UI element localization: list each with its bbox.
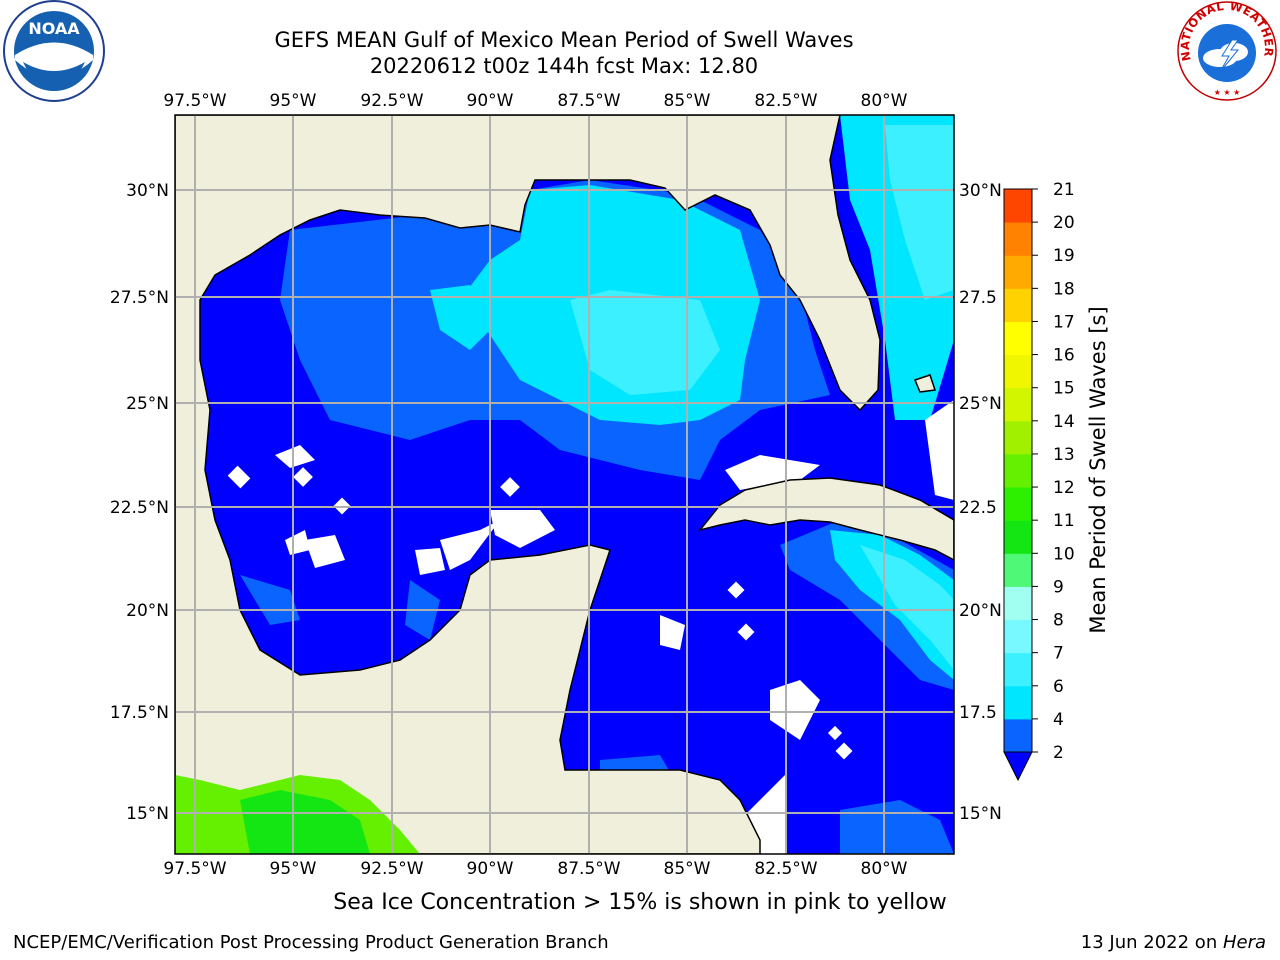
colorbar-segment	[1004, 354, 1032, 389]
lon-tick-label: 95°W	[270, 91, 317, 111]
lat-tick-label: 25°N	[126, 394, 169, 414]
colorbar-segment	[1004, 288, 1032, 322]
colorbar-tick-label: 12	[1053, 478, 1075, 498]
swell-contours	[227, 115, 954, 854]
colorbar-tick-label: 4	[1053, 710, 1064, 730]
lat-tick-label: 22.5	[959, 498, 997, 518]
credit-line: NCEP/EMC/Verification Post Processing Pr…	[13, 932, 609, 953]
lat-tick-label: 15°N	[126, 804, 169, 824]
colorbar-segment	[1004, 652, 1032, 687]
graticule	[175, 115, 954, 854]
colorbar-segments	[1004, 189, 1032, 753]
lon-tick-label: 90°W	[467, 91, 514, 111]
colorbar-tick-label: 16	[1053, 346, 1075, 366]
colorbar-segment	[1004, 420, 1032, 455]
machine-name: Hera	[1222, 932, 1266, 953]
colorbar-tick-label: 20	[1053, 213, 1075, 233]
land-masses	[175, 115, 954, 854]
lat-labels-left: 30°N 27.5°N 25°N 22.5°N 20°N 17.5°N 15°N	[110, 181, 169, 824]
colorbar-segment	[1004, 718, 1032, 753]
map-frame	[174, 114, 955, 855]
colorbar-segment	[1004, 255, 1032, 289]
colorbar-segment	[1004, 222, 1032, 256]
lat-labels-right: 30°N 27.5 25°N 22.5 20°N 17.5 15°N	[959, 181, 1002, 824]
lat-tick-label: 27.5	[959, 288, 997, 308]
lat-tick-label: 27.5°N	[110, 288, 169, 308]
lat-tick-label: 30°N	[126, 181, 169, 201]
colorbar-tick-label: 17	[1053, 312, 1075, 332]
lon-tick-label: 85°W	[664, 859, 711, 879]
colorbar-tick-label: 7	[1053, 644, 1064, 664]
colorbar-segment	[1004, 453, 1032, 488]
map-subtitle: 20220612 t00z 144h fcst Max: 12.80	[369, 54, 759, 78]
colorbar-segment	[1004, 487, 1032, 521]
lon-tick-label: 97.5°W	[163, 859, 226, 879]
colorbar-tick-label: 14	[1053, 412, 1075, 432]
lon-tick-label: 82.5°W	[754, 91, 817, 111]
colorbar-tick-label: 13	[1053, 445, 1075, 465]
date-stamp: 13 Jun 2022 on Hera	[1081, 932, 1266, 953]
lon-tick-label: 90°W	[467, 859, 514, 879]
colorbar-segment	[1004, 586, 1032, 621]
colorbar-segment	[1004, 189, 1032, 223]
lat-tick-label: 17.5°N	[110, 703, 169, 723]
colorbar-tick-label: 19	[1053, 246, 1075, 266]
lat-tick-label: 25°N	[959, 394, 1002, 414]
lon-tick-label: 82.5°W	[754, 859, 817, 879]
lon-labels-top: 97.5°W 95°W 92.5°W 90°W 87.5°W 85°W 82.5…	[163, 91, 907, 111]
colorbar-tick-label: 2	[1053, 743, 1064, 763]
lat-tick-label: 30°N	[959, 181, 1002, 201]
map-title: GEFS MEAN Gulf of Mexico Mean Period of …	[274, 28, 854, 52]
date-text: 13 Jun 2022 on	[1080, 932, 1223, 953]
colorbar-tick-label: 21	[1053, 180, 1075, 200]
colorbar: 2 4 6 7 8 9 10 11 12 13 14 15 16 17 18 19 20 21 Mean Peri…	[1003, 180, 1110, 782]
lon-tick-label: 85°W	[664, 91, 711, 111]
colorbar-tick-label: 11	[1053, 511, 1075, 531]
colorbar-segment	[1004, 520, 1032, 554]
colorbar-tick-label: 18	[1053, 279, 1075, 299]
colorbar-tick-labels: 2 4 6 7 8 9 10 11 12 13 14 15 16 17 18 19 20 21	[1032, 180, 1075, 763]
colorbar-tick-label: 10	[1053, 544, 1075, 564]
lon-tick-label: 87.5°W	[557, 91, 620, 111]
svg-text:★ ★ ★: ★ ★ ★	[1214, 88, 1241, 97]
lon-tick-label: 92.5°W	[360, 91, 423, 111]
lon-tick-label: 95°W	[270, 859, 317, 879]
colorbar-tick-label: 15	[1053, 379, 1075, 399]
colorbar-frame	[1003, 188, 1033, 753]
noaa-logo: NOAA	[3, 0, 105, 102]
colorbar-tick-label: 9	[1053, 577, 1064, 597]
colorbar-under-triangle	[1003, 751, 1033, 782]
colorbar-segment	[1004, 619, 1032, 654]
lon-labels-bottom: 97.5°W 95°W 92.5°W 90°W 87.5°W 85°W 82.5…	[163, 859, 907, 879]
lat-tick-label: 15°N	[959, 804, 1002, 824]
sea-ice-caption: Sea Ice Concentration > 15% is shown in …	[333, 890, 947, 915]
colorbar-segment	[1004, 685, 1032, 720]
colorbar-label: Mean Period of Swell Waves [s]	[1086, 306, 1110, 633]
lon-tick-label: 80°W	[861, 859, 908, 879]
colorbar-tick-label: 6	[1053, 677, 1064, 697]
lon-tick-label: 97.5°W	[163, 91, 226, 111]
lat-tick-label: 20°N	[126, 601, 169, 621]
lon-tick-label: 80°W	[861, 91, 908, 111]
colorbar-segment	[1004, 387, 1032, 422]
lat-tick-label: 20°N	[959, 601, 1002, 621]
lat-tick-label: 17.5	[959, 703, 997, 723]
nws-logo: NATIONAL WEATHER SERVICE ★ ★ ★	[1176, 0, 1277, 101]
lon-tick-label: 92.5°W	[360, 859, 423, 879]
lon-tick-label: 87.5°W	[557, 859, 620, 879]
noaa-logo-text: NOAA	[28, 19, 80, 38]
colorbar-tick-label: 8	[1053, 611, 1064, 631]
lat-tick-label: 22.5°N	[110, 498, 169, 518]
colorbar-segment	[1004, 321, 1032, 356]
land-colour-field-inner	[240, 790, 370, 854]
colorbar-segment	[1004, 553, 1032, 587]
